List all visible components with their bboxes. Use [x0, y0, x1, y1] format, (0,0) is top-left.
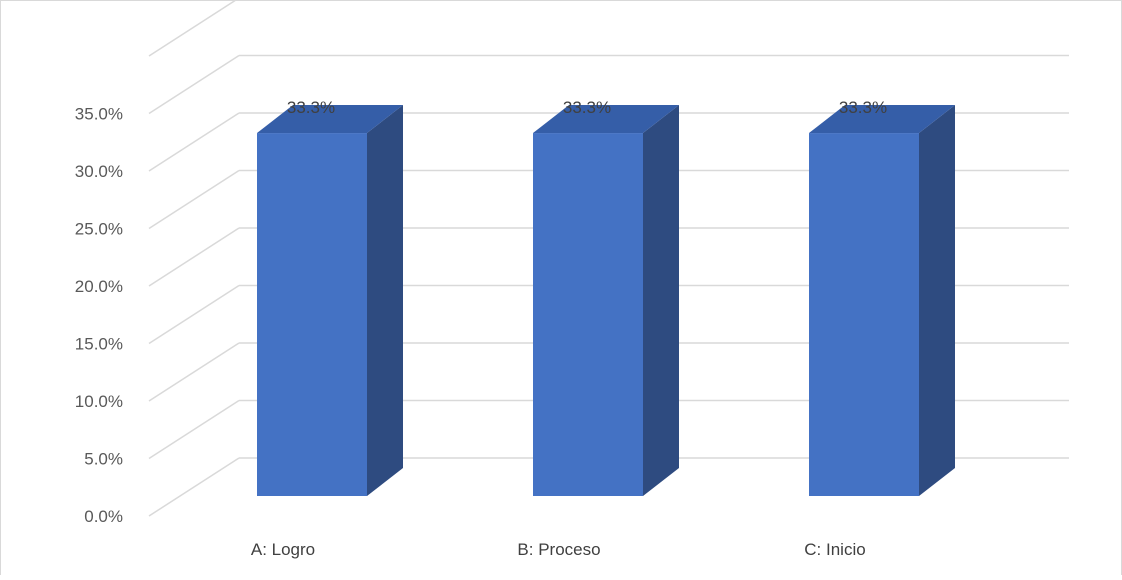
bar-front [533, 133, 643, 497]
bar [257, 105, 403, 497]
x-axis: A: Logro B: Proceso C: Inicio [251, 540, 866, 559]
y-tick-label: 0.0% [84, 507, 123, 526]
gridline-diagonal [148, 284, 240, 345]
y-tick-label: 15.0% [75, 335, 123, 354]
bar [533, 105, 679, 497]
y-tick-label: 25.0% [75, 220, 123, 239]
gridline-diagonal [148, 112, 240, 172]
gridline-diagonal [148, 457, 240, 517]
gridline-diagonal [148, 54, 240, 115]
y-tick-label: 30.0% [75, 162, 123, 181]
bar-front [809, 133, 919, 497]
y-tick-label: 10.0% [75, 392, 123, 411]
x-category-label: B: Proceso [517, 540, 600, 559]
y-axis: 0.0% 5.0% 10.0% 15.0% 20.0% 25.0% 30.0% 35.0% [75, 105, 123, 527]
gridline-diagonal [148, 342, 240, 402]
data-label: 33.3% [287, 98, 335, 117]
bar-side [643, 105, 679, 497]
bar-top [257, 105, 403, 134]
bar [809, 105, 955, 497]
gridline [148, 54, 1069, 115]
bar-side [367, 105, 403, 497]
y-tick-label: 20.0% [75, 277, 123, 296]
gridline-diagonal [148, 399, 240, 460]
bar-top [533, 105, 679, 134]
x-category-label: A: Logro [251, 540, 315, 559]
gridline-diagonal [148, 0, 238, 57]
y-tick-label: 5.0% [84, 450, 123, 469]
x-category-label: C: Inicio [804, 540, 865, 559]
gridline-diagonal [148, 169, 240, 230]
y-tick-label: 35.0% [75, 105, 123, 124]
bar-top [809, 105, 955, 134]
bar-side [919, 105, 955, 497]
data-label: 33.3% [563, 98, 611, 117]
gridline-diagonal [148, 227, 240, 287]
bar-front [257, 133, 367, 497]
gridline [148, 0, 238, 57]
data-labels: 33.3% 33.3% 33.3% [287, 98, 887, 117]
data-label: 33.3% [839, 98, 887, 117]
bars [257, 105, 955, 497]
